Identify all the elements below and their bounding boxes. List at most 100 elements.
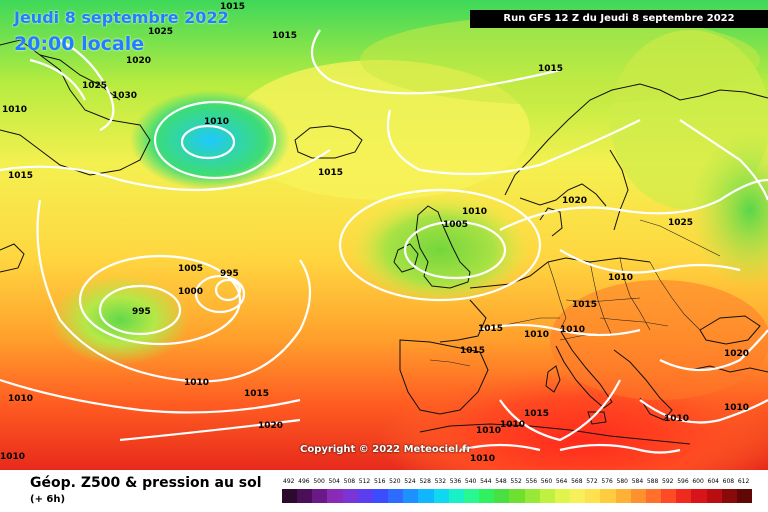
legend-value: 560 [540, 478, 553, 485]
isobar-label: 1015 [572, 300, 597, 310]
isobar-label: 1010 [462, 207, 487, 217]
isobar-label: 1005 [443, 220, 468, 230]
legend-value: 556 [525, 478, 538, 485]
isobar-label: 1015 [318, 168, 343, 178]
isobar-label: 1010 [0, 452, 25, 462]
z500-area-balkans [550, 280, 768, 400]
legend-swatch [691, 489, 707, 503]
legend-swatch [297, 489, 313, 503]
legend-value: 608 [722, 478, 735, 485]
isobar-label: 1020 [724, 349, 749, 359]
legend-swatch [509, 489, 526, 503]
isobar-label: 1015 [538, 64, 563, 74]
legend-swatch [721, 489, 738, 503]
isobars [0, 29, 768, 454]
isobar-label: 1010 [8, 394, 33, 404]
z500-low-uk [350, 195, 530, 305]
isobar-label: 1015 [272, 31, 297, 41]
legend-value: 592 [662, 478, 674, 485]
legend-swatch [554, 489, 571, 503]
isobar-label: 1015 [524, 409, 549, 419]
isobar-label: 1010 [724, 403, 749, 413]
copyright: Copyright © 2022 Meteociel.fr [300, 444, 472, 455]
isobar-label: 1025 [668, 218, 693, 228]
legend-value: 524 [404, 478, 416, 485]
legend-swatch [494, 489, 510, 503]
legend-value: 544 [480, 478, 492, 485]
forecast-date: Jeudi 8 septembre 2022 [14, 8, 229, 27]
isobar-label: 995 [220, 269, 239, 279]
legend-value: 492 [283, 478, 295, 485]
legend-swatch [463, 489, 480, 503]
legend-value: 540 [464, 478, 477, 485]
legend-swatch [645, 489, 662, 503]
legend-value: 584 [631, 478, 644, 485]
legend-swatch [312, 489, 328, 503]
legend-value: 564 [555, 478, 568, 485]
z500-low-atlantic [50, 275, 190, 365]
isobar-label: 1010 [470, 454, 495, 464]
color-legend: 492 496 500 504 508 512 516 520 524 528 532 536 540 5… [282, 478, 753, 512]
isobar-label: 1025 [148, 27, 173, 37]
legend-swatch [600, 489, 617, 503]
z500-area-north [360, 15, 760, 105]
legend-value: 512 [358, 478, 371, 485]
isobar-label: 1015 [244, 389, 269, 399]
legend-value: 500 [313, 478, 325, 485]
legend-value: 496 [298, 478, 310, 485]
isobar-label: 1010 [664, 414, 689, 424]
isobar-label: 1010 [184, 378, 209, 388]
footer: Géop. Z500 & pression au sol (+ 6h) 492 4… [0, 470, 768, 512]
legend-value: 612 [737, 478, 750, 485]
isobar-label: 1020 [258, 421, 283, 431]
isobar-label: 1010 [608, 273, 633, 283]
legend-swatch [448, 489, 465, 503]
isobar-label: 1030 [112, 91, 137, 101]
legend-swatch [676, 489, 692, 503]
isobar-label: 1010 [2, 105, 27, 115]
legend-value: 580 [616, 478, 628, 485]
legend-swatch [630, 489, 647, 503]
legend-value: 552 [510, 478, 522, 485]
isobar-label: 1000 [178, 287, 203, 297]
legend-swatch [388, 489, 404, 503]
legend-value: 568 [571, 478, 583, 485]
legend-value: 572 [586, 478, 598, 485]
legend-bar [282, 489, 753, 503]
legend-swatch [342, 489, 359, 503]
legend-swatch [661, 489, 677, 503]
legend-swatch [327, 489, 344, 503]
legend-swatch [403, 489, 419, 503]
legend-value: 516 [373, 478, 386, 485]
product-name: Géop. Z500 & pression au sol [30, 475, 262, 491]
isobar-label: 1010 [204, 117, 229, 127]
run-label: Run GFS 12 Z du Jeudi 8 septembre 2022 [470, 10, 768, 28]
legend-value: 536 [449, 478, 462, 485]
legend-labels: 492 496 500 504 508 512 516 520 524 528 532 536 540 5… [282, 478, 752, 488]
isobar-label: 1010 [500, 420, 525, 430]
isobar-label: 1010 [560, 325, 585, 335]
legend-value: 504 [328, 478, 340, 485]
legend-swatch [570, 489, 586, 503]
legend-value: 576 [601, 478, 613, 485]
isobar-label: 1015 [220, 2, 245, 12]
legend-value: 548 [495, 478, 507, 485]
isobar-label: 995 [132, 307, 151, 317]
legend-swatch [539, 489, 556, 503]
isobar-label: 1015 [478, 324, 503, 334]
isobar-label: 1010 [476, 426, 501, 436]
legend-swatch [706, 489, 723, 503]
isobar-label: 1020 [562, 196, 587, 206]
isobar-label: 1010 [524, 330, 549, 340]
legend-swatch [372, 489, 389, 503]
forecast-time: 20:00 locale [14, 33, 145, 55]
isobar-label: 1005 [178, 264, 203, 274]
legend-value: 596 [677, 478, 689, 485]
legend-swatch [736, 489, 753, 503]
map-svg: 1015 1025 1020 1015 1025 1030 1010 1010 … [0, 0, 768, 470]
pressure-labels: 1015 1025 1020 1015 1025 1030 1010 1010 … [0, 2, 749, 464]
legend-swatch [479, 489, 495, 503]
weather-map: 1015 1025 1020 1015 1025 1030 1010 1010 … [0, 0, 768, 470]
isobar-label: 1015 [8, 171, 33, 181]
legend-value: 528 [419, 478, 431, 485]
